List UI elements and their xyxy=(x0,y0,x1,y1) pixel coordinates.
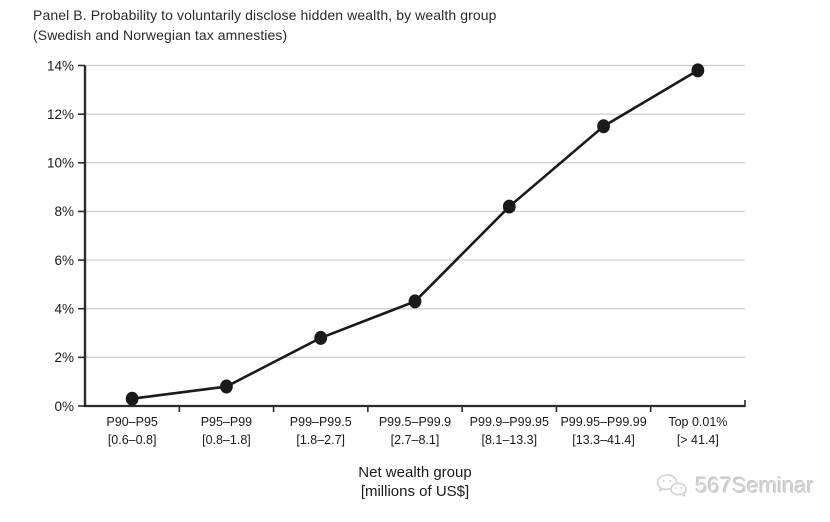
data-point xyxy=(125,391,139,406)
x-category-range: [2.7–8.1] xyxy=(391,433,440,447)
y-tick-label: 6% xyxy=(54,253,74,268)
data-point xyxy=(408,294,422,309)
data-point xyxy=(314,330,328,345)
data-point xyxy=(220,379,233,394)
chart-title-line1: Panel B. Probability to voluntarily disc… xyxy=(33,7,497,23)
x-category-range: [8.1–13.3] xyxy=(481,433,537,447)
x-category-label: P99.9–P99.95 xyxy=(470,415,549,429)
y-tick-label: 0% xyxy=(54,399,74,414)
data-line xyxy=(131,69,699,400)
watermark: 567Seminar xyxy=(655,472,814,500)
chart-title-line2: (Swedish and Norwegian tax amnesties) xyxy=(33,27,288,43)
x-category-range: [> 41.4] xyxy=(677,433,719,447)
x-category-label: P95–P99 xyxy=(201,415,252,429)
x-category-label: Top 0.01% xyxy=(668,415,727,429)
x-category-label: P99.5–P99.9 xyxy=(379,415,451,429)
wechat-bubbles-icon xyxy=(657,474,688,498)
y-tick-label: 10% xyxy=(47,156,74,171)
data-point xyxy=(597,119,610,134)
x-axis-title-line1: Net wealth group xyxy=(358,464,472,481)
y-tick-label: 8% xyxy=(54,204,74,219)
x-category-label: P99–P99.5 xyxy=(290,415,352,429)
x-category-range: [13.3–41.4] xyxy=(572,433,635,447)
y-tick-label: 14% xyxy=(47,58,74,73)
data-point xyxy=(502,199,516,214)
x-category-range: [1.8–2.7] xyxy=(296,433,345,447)
data-point xyxy=(691,63,705,78)
x-axis-title: Net wealth group [millions of US$] xyxy=(85,463,745,501)
x-category-range: [0.8–1.8] xyxy=(202,433,251,447)
chart-title: Panel B. Probability to voluntarily disc… xyxy=(33,5,497,45)
y-tick-label: 4% xyxy=(54,302,74,317)
watermark-text: 567Seminar xyxy=(695,473,814,498)
y-tick-label: 2% xyxy=(54,350,74,365)
x-category-range: [0.6–0.8] xyxy=(108,433,157,447)
x-axis-title-line2: [millions of US$] xyxy=(360,483,470,500)
x-category-label: P90–P95 xyxy=(106,415,157,429)
x-category-label: P99.95–P99.99 xyxy=(560,415,646,429)
y-tick-label: 12% xyxy=(47,107,74,122)
